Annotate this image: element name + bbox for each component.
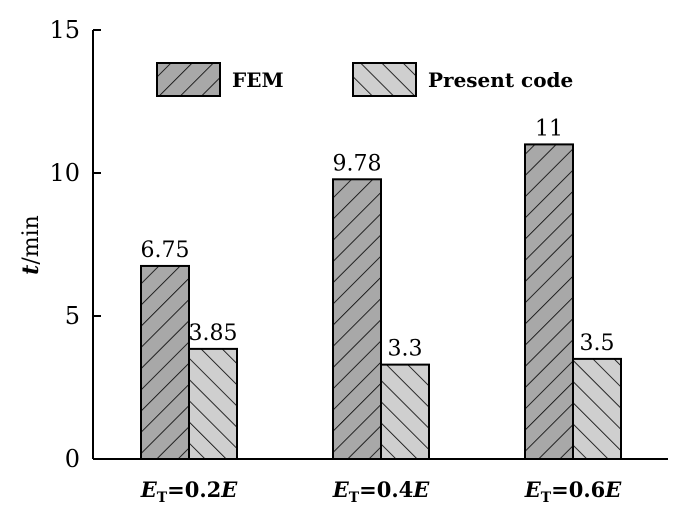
x-category-label-sub: T (157, 490, 168, 506)
data-label-present-code: 3.5 (580, 331, 615, 356)
x-category-label-end: E (412, 477, 430, 502)
bar-fem (332, 178, 382, 461)
legend-label-present-code: Present code (428, 68, 573, 92)
bars (140, 143, 622, 461)
legend: FEM Present code (156, 62, 573, 97)
data-label-present-code: 3.3 (388, 337, 423, 362)
legend-label-fem: FEM (232, 68, 284, 92)
x-category-label: ET=0.2E (140, 477, 239, 506)
x-category-label-sub: T (349, 490, 360, 506)
x-category-labels: ET=0.2E ET=0.4E ET=0.6E (140, 477, 623, 506)
x-category-label: ET=0.4E (332, 477, 431, 506)
data-label-fem: 9.78 (333, 151, 382, 176)
bar-present-code (380, 363, 430, 460)
data-label-fem: 6.75 (141, 238, 190, 263)
data-labels: 6.75 9.78 11 3.85 3.3 3.5 (141, 116, 615, 361)
y-axis-label: t/min (18, 215, 44, 275)
legend-swatch-present-code (352, 62, 417, 97)
x-category-label-end: E (220, 477, 238, 502)
x-category-label-eq: =0.2 (167, 477, 221, 502)
x-category-label-end: E (604, 477, 622, 502)
y-tick-label: 15 (49, 16, 80, 44)
x-category-label-main: E (524, 477, 542, 502)
x-category-label-main: E (140, 477, 158, 502)
x-category-label: ET=0.6E (524, 477, 623, 506)
x-category-label-eq: =0.6 (551, 477, 605, 502)
data-label-fem: 11 (535, 116, 563, 141)
y-tick-label: 5 (65, 302, 80, 330)
bar-present-code (572, 357, 622, 460)
y-axis-label-unit: /min (19, 215, 44, 264)
y-tick-label: 0 (65, 445, 80, 473)
bar-fem (524, 143, 574, 460)
bar-fem (140, 264, 190, 461)
x-category-label-eq: =0.4 (359, 477, 413, 502)
data-label-present-code: 3.85 (189, 321, 238, 346)
y-ticks: 0 5 10 15 (49, 16, 101, 473)
legend-swatch-fem (156, 62, 221, 97)
y-tick-label: 10 (49, 159, 80, 187)
x-category-label-sub: T (541, 490, 552, 506)
y-axis-label-symbol: t (18, 265, 44, 275)
bar-present-code (188, 347, 238, 461)
x-category-label-main: E (332, 477, 350, 502)
